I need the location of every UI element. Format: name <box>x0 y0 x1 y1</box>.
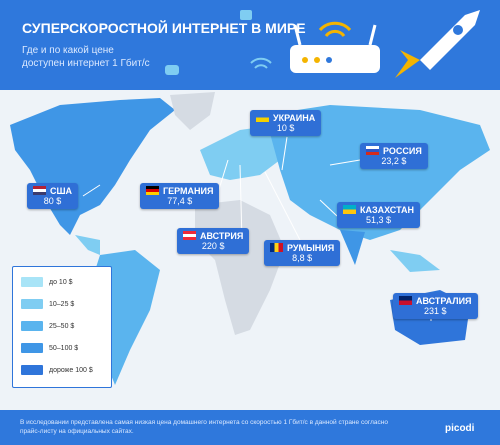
legend: до 10 $ 10–25 $ 25–50 $ 50–100 $ дороже 100 … <box>12 266 112 388</box>
country-name: РОССИЯ <box>383 146 422 156</box>
legend-swatch <box>21 277 43 287</box>
legend-label: 25–50 $ <box>49 323 75 330</box>
country-label: РУМЫНИЯ 8,8 $ <box>264 240 341 266</box>
country-row: РОССИЯ <box>366 146 422 156</box>
country-row: ГЕРМАНИЯ <box>146 186 213 196</box>
flag <box>270 243 283 252</box>
country-label: РОССИЯ 23,2 $ <box>360 143 428 169</box>
legend-item: дороже 100 $ <box>21 365 93 375</box>
flag <box>183 231 196 240</box>
flag <box>256 113 269 122</box>
country-label: КАЗАХСТАН 51,3 $ <box>337 202 420 228</box>
title: СУПЕРСКОРОСТНОЙ ИНТЕРНЕТ В МИРЕ <box>22 20 306 36</box>
legend-label: до 10 $ <box>49 279 73 286</box>
country-price: 8,8 $ <box>292 253 313 263</box>
flag <box>366 146 379 155</box>
greenland <box>170 92 215 130</box>
legend-item: до 10 $ <box>21 277 73 287</box>
country-label: США 80 $ <box>27 183 79 209</box>
logo: picodi <box>445 423 475 434</box>
islands <box>390 250 440 272</box>
header: СУПЕРСКОРОСТНОЙ ИНТЕРНЕТ В МИРЕ Где и по… <box>0 0 500 90</box>
subtitle: Где и по какой цене доступен интернет 1 … <box>22 44 150 70</box>
country-name: КАЗАХСТАН <box>360 205 414 215</box>
flag <box>146 186 159 195</box>
country-label: ГЕРМАНИЯ 77,4 $ <box>140 183 220 209</box>
legend-swatch <box>21 365 43 375</box>
country-name: УКРАИНА <box>273 113 316 123</box>
country-name: ГЕРМАНИЯ <box>163 186 214 196</box>
legend-item: 50–100 $ <box>21 343 78 353</box>
footnote: В исследовании представлена самая низкая… <box>20 419 388 435</box>
legend-swatch <box>21 343 43 353</box>
country-row: АВСТРИЯ <box>183 231 243 241</box>
legend-swatch <box>21 321 43 331</box>
country-label: УКРАИНА 10 $ <box>250 110 322 136</box>
india <box>340 230 365 265</box>
country-label: АВСТРИЯ 220 $ <box>177 228 250 254</box>
legend-swatch <box>21 299 43 309</box>
subtitle-line: Где и по какой цене <box>22 45 114 56</box>
country-name: АВСТРАЛИЯ <box>416 296 472 306</box>
footer: В исследовании представлена самая низкая… <box>0 410 500 445</box>
africa <box>195 200 285 335</box>
asia <box>265 105 490 240</box>
country-name: РУМЫНИЯ <box>287 243 335 253</box>
flag <box>343 205 356 214</box>
country-name: АВСТРИЯ <box>200 231 244 241</box>
north-america <box>10 98 175 235</box>
country-row: КАЗАХСТАН <box>343 205 414 215</box>
country-price: 10 $ <box>276 123 295 133</box>
legend-label: дороже 100 $ <box>49 367 93 374</box>
legend-label: 50–100 $ <box>49 345 79 352</box>
europe <box>200 125 280 180</box>
country-label: АВСТРАЛИЯ 231 $ <box>393 293 478 319</box>
country-price: 23,2 $ <box>381 156 407 166</box>
legend-label: 10–25 $ <box>49 301 75 308</box>
router <box>290 45 380 73</box>
country-price: 77,4 $ <box>167 196 193 206</box>
country-row: УКРАИНА <box>256 113 315 123</box>
legend-item: 10–25 $ <box>21 299 74 309</box>
central-america <box>75 235 100 255</box>
flag <box>399 296 412 305</box>
country-price: 80 $ <box>43 196 62 206</box>
country-price: 51,3 $ <box>365 215 392 225</box>
country-row: РУМЫНИЯ <box>270 243 334 253</box>
rocket <box>420 10 480 70</box>
country-row: США <box>33 186 72 196</box>
country-price: 220 $ <box>201 241 225 251</box>
country-name: США <box>50 186 73 196</box>
header-icons <box>165 10 480 78</box>
country-row: АВСТРАЛИЯ <box>399 296 472 306</box>
flag <box>33 186 46 195</box>
subtitle-line: доступен интернет 1 Гбит/с <box>22 58 150 69</box>
legend-item: 25–50 $ <box>21 321 74 331</box>
country-price: 231 $ <box>423 306 447 316</box>
